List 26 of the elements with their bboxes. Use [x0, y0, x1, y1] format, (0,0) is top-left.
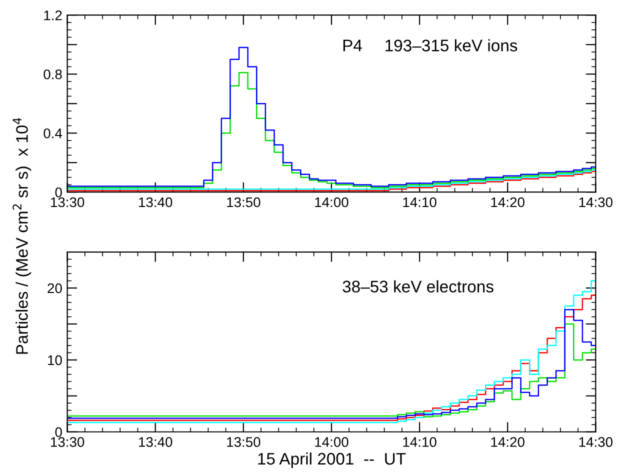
- x-tick-label: 14:30: [579, 197, 612, 208]
- x-tick-label: 13:30: [50, 437, 84, 447]
- x-tick-label: 13:40: [139, 197, 172, 208]
- annotation: P4: [343, 40, 362, 52]
- x-tick-label: 14:30: [579, 437, 612, 447]
- x-tick-label: 13:50: [227, 437, 260, 447]
- x-tick-label: 14:00: [315, 437, 348, 447]
- x-tick-label: 14:10: [403, 197, 436, 208]
- annotation: 193–315 keV ions: [386, 39, 518, 52]
- y-tick-label: 0: [55, 427, 62, 438]
- x-tick-label: 13:50: [227, 197, 260, 208]
- x-tick-label: 14:20: [491, 437, 524, 447]
- x-axis-title: 15 April 2001 -- UT: [258, 452, 406, 468]
- y-tick-label: 20: [48, 283, 62, 294]
- y-tick-label: 0: [55, 187, 62, 198]
- x-tick-label: 14:10: [403, 437, 436, 447]
- y-tick-label: 10: [48, 355, 62, 366]
- x-tick-label: 13:40: [139, 437, 172, 447]
- x-tick-label: 13:30: [50, 197, 84, 208]
- x-tick-label: 14:00: [315, 197, 348, 208]
- y-tick-label: 0.8: [44, 69, 62, 80]
- y-tick-label: 1.2: [44, 10, 62, 20]
- annotation: 38–53 keV electrons: [342, 280, 494, 292]
- x-tick-label: 14:20: [491, 197, 524, 208]
- y-axis-title: Particles / (MeV cm$^{2}$ sr s) x 10$^{4}$: [12, 118, 32, 354]
- y-tick-label: 0.4: [44, 128, 62, 138]
